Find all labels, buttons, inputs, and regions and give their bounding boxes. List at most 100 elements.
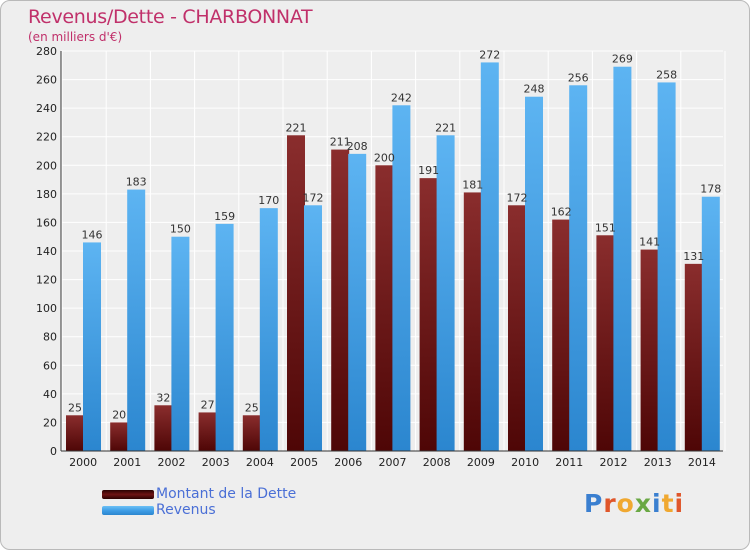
bar-dette-2001 bbox=[110, 422, 129, 451]
x-tick-label: 2014 bbox=[688, 456, 716, 469]
y-tick-label: 60 bbox=[43, 359, 57, 372]
x-tick-label: 2000 bbox=[69, 456, 97, 469]
bar-revenus-2006 bbox=[348, 153, 367, 451]
bar-revenus-2002 bbox=[171, 236, 190, 451]
x-tick-label: 2007 bbox=[379, 456, 407, 469]
data-label-dette-2002: 32 bbox=[156, 391, 170, 404]
y-tick-label: 80 bbox=[43, 331, 57, 344]
x-tick-label: 2009 bbox=[467, 456, 495, 469]
data-label-revenus-2001: 183 bbox=[126, 176, 147, 189]
bar-revenus-2005 bbox=[304, 205, 322, 451]
bar-dette-2012 bbox=[596, 235, 615, 451]
x-tick-label: 2001 bbox=[113, 456, 141, 469]
data-label-revenus-2009: 272 bbox=[479, 48, 500, 61]
legend-swatch-dette bbox=[102, 489, 154, 499]
y-tick-label: 240 bbox=[36, 102, 57, 115]
data-label-dette-2000: 25 bbox=[68, 401, 82, 414]
bar-dette-2003 bbox=[198, 412, 217, 451]
bar-revenus-2001 bbox=[127, 189, 146, 452]
y-tick-label: 120 bbox=[36, 274, 57, 287]
data-label-revenus-2013: 258 bbox=[656, 68, 677, 81]
y-tick-label: 280 bbox=[36, 45, 57, 58]
data-label-dette-2007: 200 bbox=[374, 151, 395, 164]
y-tick-label: 180 bbox=[36, 188, 57, 201]
proxiti-logo: Proxiti bbox=[584, 489, 684, 518]
bar-dette-2009 bbox=[463, 192, 482, 451]
bar-revenus-2009 bbox=[480, 62, 499, 452]
y-tick-label: 100 bbox=[36, 302, 57, 315]
legend-label-dette: Montant de la Dette bbox=[156, 486, 297, 502]
bar-dette-2007 bbox=[375, 165, 394, 452]
y-tick-label: 260 bbox=[36, 74, 57, 87]
bar-revenus-2011 bbox=[569, 85, 588, 452]
legend-label-revenus: Revenus bbox=[156, 502, 216, 518]
x-tick-label: 2010 bbox=[511, 456, 539, 469]
data-label-revenus-2006: 208 bbox=[347, 140, 368, 153]
y-tick-label: 140 bbox=[36, 245, 57, 258]
logo-letter: P bbox=[584, 489, 604, 518]
x-tick-label: 2012 bbox=[600, 456, 628, 469]
x-tick-label: 2003 bbox=[202, 456, 230, 469]
x-tick-label: 2013 bbox=[644, 456, 672, 469]
x-tick-label: 2004 bbox=[246, 456, 274, 469]
legend-item-dette: Montant de la Dette bbox=[102, 486, 296, 502]
logo-letter: x bbox=[634, 489, 652, 518]
bar-dette-2004 bbox=[242, 415, 261, 451]
data-label-dette-2003: 27 bbox=[201, 398, 215, 411]
x-tick-label: 2008 bbox=[423, 456, 451, 469]
bar-dette-2000 bbox=[66, 415, 84, 451]
bar-revenus-2012 bbox=[613, 66, 632, 451]
data-label-dette-2006: 211 bbox=[330, 136, 351, 149]
data-label-revenus-2014: 178 bbox=[700, 183, 721, 196]
bars bbox=[66, 62, 720, 452]
data-label-dette-2005: 221 bbox=[286, 121, 307, 134]
y-tick-label: 200 bbox=[36, 159, 57, 172]
data-label-dette-2012: 151 bbox=[595, 221, 616, 234]
data-label-dette-2001: 20 bbox=[112, 408, 126, 421]
data-label-dette-2008: 191 bbox=[418, 164, 439, 177]
data-label-revenus-2000: 146 bbox=[82, 228, 103, 241]
legend: Montant de la Dette Revenus bbox=[102, 486, 296, 518]
bar-revenus-2000 bbox=[83, 242, 101, 451]
data-label-dette-2004: 25 bbox=[245, 401, 259, 414]
data-label-revenus-2005: 172 bbox=[303, 191, 324, 204]
data-label-revenus-2010: 248 bbox=[524, 83, 545, 96]
bar-revenus-2013 bbox=[657, 82, 676, 451]
bar-dette-2008 bbox=[419, 178, 438, 451]
bar-dette-2006 bbox=[331, 149, 350, 452]
bar-dette-2014 bbox=[684, 263, 703, 451]
bar-dette-2002 bbox=[154, 405, 173, 451]
data-label-revenus-2007: 242 bbox=[391, 91, 412, 104]
data-label-revenus-2008: 221 bbox=[435, 121, 456, 134]
data-label-revenus-2011: 256 bbox=[568, 71, 589, 84]
y-tick-label: 20 bbox=[43, 416, 57, 429]
x-tick-label: 2002 bbox=[158, 456, 186, 469]
legend-swatch-revenus bbox=[102, 505, 154, 515]
bar-revenus-2004 bbox=[259, 208, 278, 451]
logo-letter: o bbox=[616, 489, 635, 518]
x-tick-label: 2006 bbox=[334, 456, 362, 469]
axes: 0204060801001201401601802002202402602802… bbox=[36, 45, 723, 469]
y-tick-label: 220 bbox=[36, 131, 57, 144]
data-label-dette-2013: 141 bbox=[639, 236, 660, 249]
legend-item-revenus: Revenus bbox=[102, 502, 296, 518]
y-tick-label: 40 bbox=[43, 388, 57, 401]
data-label-revenus-2012: 269 bbox=[612, 53, 633, 66]
x-tick-label: 2011 bbox=[555, 456, 583, 469]
bar-revenus-2014 bbox=[701, 196, 720, 451]
data-label-dette-2011: 162 bbox=[551, 206, 572, 219]
data-label-revenus-2002: 150 bbox=[170, 223, 191, 236]
data-label-revenus-2004: 170 bbox=[258, 194, 279, 207]
y-tick-label: 0 bbox=[50, 445, 57, 458]
x-tick-label: 2005 bbox=[290, 456, 318, 469]
chart-subtitle: (en milliers d'€) bbox=[28, 30, 123, 44]
data-label-dette-2010: 172 bbox=[507, 191, 528, 204]
data-label-revenus-2003: 159 bbox=[214, 210, 235, 223]
bar-dette-2005 bbox=[287, 135, 305, 452]
bar-revenus-2007 bbox=[392, 105, 411, 452]
data-label-dette-2009: 181 bbox=[462, 178, 483, 191]
bar-dette-2011 bbox=[552, 219, 571, 451]
